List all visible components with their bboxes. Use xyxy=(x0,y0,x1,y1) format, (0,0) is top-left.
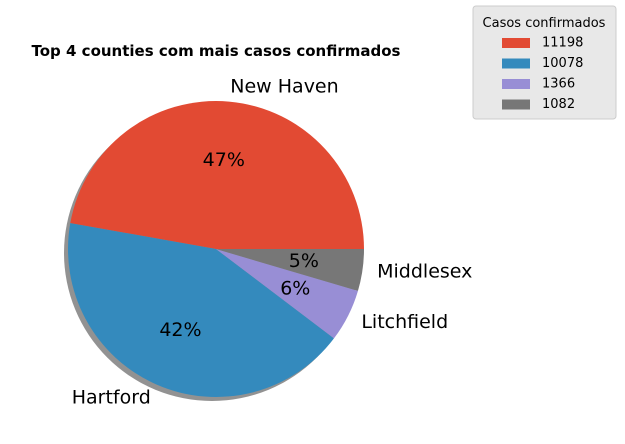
legend-items: 11198 10078 1366 1082 xyxy=(502,36,583,112)
legend-title: Casos confirmados xyxy=(483,16,606,31)
legend-frame xyxy=(472,5,617,120)
legend-swatch-2 xyxy=(502,58,530,69)
chart-title: Top 4 counties com mais casos confirmado… xyxy=(32,42,401,60)
pie-slices xyxy=(68,101,364,398)
percent-label-litchfield: 6% xyxy=(280,278,310,300)
legend-label-3: 1366 xyxy=(542,77,575,92)
legend-swatch-3 xyxy=(502,79,530,89)
legend-label-1: 11198 xyxy=(542,36,583,51)
category-label-middlesex: Middlesex xyxy=(377,261,472,283)
legend-swatch-4 xyxy=(502,99,530,110)
percent-label-middlesex: 5% xyxy=(289,250,319,272)
pie-slice-hartford xyxy=(68,223,334,398)
legend-label-4: 1082 xyxy=(542,97,575,112)
category-label-new-haven: New Haven xyxy=(230,75,338,97)
category-label-hartford: Hartford xyxy=(72,387,151,409)
category-labels: New Haven Hartford Litchfield Middlesex xyxy=(72,75,473,408)
pie-slice-litchfield xyxy=(216,249,358,339)
percent-labels: 47% 42% 6% 5% xyxy=(159,149,319,341)
category-label-litchfield: Litchfield xyxy=(361,311,448,333)
legend-swatch-1 xyxy=(502,38,530,48)
pie-slice-middlesex xyxy=(216,249,364,291)
percent-label-new-haven: 47% xyxy=(203,149,245,171)
legend: Casos confirmados 11198 10078 1366 1082 xyxy=(472,5,617,120)
percent-label-hartford: 42% xyxy=(159,319,201,341)
pie-slice-new-haven xyxy=(70,101,364,249)
legend-label-2: 10078 xyxy=(542,56,583,71)
